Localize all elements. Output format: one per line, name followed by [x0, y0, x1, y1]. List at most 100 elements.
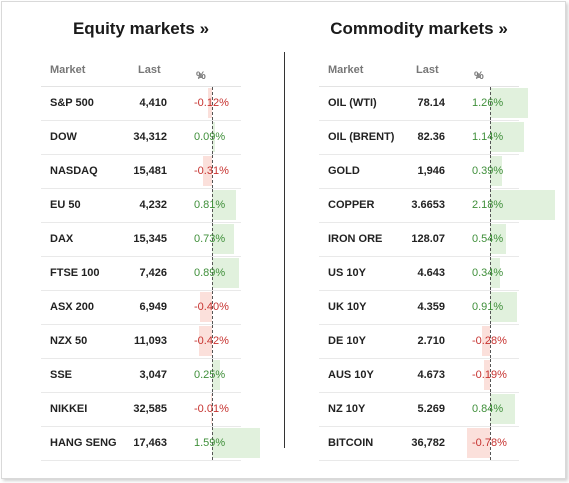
- market-column-header: Market: [328, 64, 364, 76]
- zero-line: [212, 257, 213, 290]
- last-price: 3,047: [139, 369, 167, 381]
- percent-change: 0.89%: [194, 267, 226, 279]
- percent-change: 0.54%: [472, 233, 504, 245]
- percent-change: -0.40%: [194, 301, 229, 313]
- last-price: 4.643: [417, 267, 445, 279]
- change-bar: [212, 258, 239, 288]
- table-row[interactable]: DOW 34,312 0.09%: [41, 121, 241, 155]
- zero-line: [490, 155, 491, 188]
- change-bar: [212, 122, 215, 152]
- table-row[interactable]: S&P 500 4,410 -0.12%: [41, 87, 241, 121]
- table-row[interactable]: US 10Y 4.643 0.34%: [319, 257, 519, 291]
- market-column-header: Market: [50, 64, 86, 76]
- percent-change: 0.81%: [194, 199, 226, 211]
- percent-change: 0.09%: [194, 131, 226, 143]
- pct-column-label: %: [474, 70, 484, 82]
- percent-change: 0.91%: [472, 301, 504, 313]
- market-name: FTSE 100: [50, 267, 100, 279]
- percent-change: 0.25%: [194, 369, 226, 381]
- last-price: 36,782: [411, 437, 445, 449]
- table-row[interactable]: NIKKEI 32,585 -0.01%: [41, 393, 241, 427]
- last-price: 15,345: [133, 233, 167, 245]
- table-row[interactable]: DAX 15,345 0.73%: [41, 223, 241, 257]
- table-row[interactable]: UK 10Y 4.359 0.91%: [319, 291, 519, 325]
- last-price: 6,949: [139, 301, 167, 313]
- market-name: BITCOIN: [328, 437, 374, 449]
- last-price: 5.269: [417, 403, 445, 415]
- zero-line: [490, 393, 491, 426]
- table-row[interactable]: COPPER 3.6653 2.18%: [319, 189, 556, 223]
- change-bar: [212, 428, 260, 458]
- percent-change: 1.14%: [472, 131, 504, 143]
- pct-column-label: %: [196, 70, 206, 82]
- change-bar: [466, 428, 490, 458]
- last-price: 78.14: [417, 97, 445, 109]
- last-price: 128.07: [411, 233, 445, 245]
- zero-line: [212, 87, 213, 120]
- percent-change: -0.28%: [472, 335, 507, 347]
- market-name: HANG SENG: [50, 437, 117, 449]
- table-row[interactable]: OIL (BRENT) 82.36 1.14%: [319, 121, 525, 155]
- market-name: OIL (BRENT): [328, 131, 395, 143]
- table-row[interactable]: HANG SENG 17,463 1.59%: [41, 427, 260, 461]
- market-name: IRON ORE: [328, 233, 383, 245]
- percent-change: 1.59%: [194, 437, 226, 449]
- table-row[interactable]: NZ 10Y 5.269 0.84%: [319, 393, 519, 427]
- change-bar: [212, 190, 237, 220]
- equity-markets-title-link[interactable]: Equity markets »: [72, 19, 210, 38]
- percent-change: -0.01%: [194, 403, 229, 415]
- percent-change: 0.39%: [472, 165, 504, 177]
- market-name: EU 50: [50, 199, 81, 211]
- table-row[interactable]: IRON ORE 128.07 0.54%: [319, 223, 519, 257]
- percent-change: 0.84%: [472, 403, 504, 415]
- last-price: 17,463: [133, 437, 167, 449]
- table-row[interactable]: FTSE 100 7,426 0.89%: [41, 257, 241, 291]
- change-bar: [202, 156, 212, 186]
- percent-change: -0.19%: [472, 369, 507, 381]
- zero-line: [212, 325, 213, 358]
- last-price: 15,481: [133, 165, 167, 177]
- table-row[interactable]: NASDAQ 15,481 -0.31%: [41, 155, 241, 189]
- change-bar: [208, 88, 212, 118]
- zero-line: [490, 257, 491, 290]
- table-row[interactable]: SSE 3,047 0.25%: [41, 359, 241, 393]
- change-bar: [490, 156, 502, 186]
- percent-change: 0.34%: [472, 267, 504, 279]
- table-row[interactable]: ASX 200 6,949 -0.40%: [41, 291, 241, 325]
- market-name: GOLD: [328, 165, 360, 177]
- table-row[interactable]: OIL (WTI) 78.14 1.26%: [319, 87, 528, 121]
- last-price: 7,426: [139, 267, 167, 279]
- zero-line: [212, 393, 213, 426]
- market-name: COPPER: [328, 199, 375, 211]
- market-name: S&P 500: [50, 97, 94, 109]
- market-name: NIKKEI: [50, 403, 88, 415]
- zero-line: [212, 223, 213, 256]
- last-price: 4,232: [139, 199, 167, 211]
- market-name: DAX: [50, 233, 74, 245]
- change-bar: [490, 190, 556, 220]
- zero-line: [490, 223, 491, 256]
- last-price: 4,410: [139, 97, 167, 109]
- table-row[interactable]: BITCOIN 36,782 -0.78%: [319, 427, 519, 461]
- last-price: 2.710: [417, 335, 445, 347]
- change-bar: [210, 394, 212, 424]
- percent-change: -0.78%: [472, 437, 507, 449]
- change-bar: [490, 88, 528, 118]
- table-row[interactable]: EU 50 4,232 0.81%: [41, 189, 241, 223]
- market-name: DE 10Y: [328, 335, 366, 347]
- percent-change: 0.73%: [194, 233, 226, 245]
- market-name: OIL (WTI): [328, 97, 377, 109]
- table-row[interactable]: AUS 10Y 4.673 -0.19%: [319, 359, 519, 393]
- market-name: ASX 200: [50, 301, 95, 313]
- table-row[interactable]: DE 10Y 2.710 -0.28%: [319, 325, 519, 359]
- last-price: 4.359: [417, 301, 445, 313]
- table-row[interactable]: NZX 50 11,093 -0.42%: [41, 325, 241, 359]
- last-price: 34,312: [133, 131, 167, 143]
- last-price: 4.673: [417, 369, 445, 381]
- zero-line: [490, 325, 491, 358]
- table-row[interactable]: GOLD 1,946 0.39%: [319, 155, 519, 189]
- change-bar: [490, 122, 525, 152]
- market-name: NASDAQ: [50, 165, 98, 177]
- last-price: 11,093: [133, 335, 167, 347]
- commodity-markets-title-link[interactable]: Commodity markets »: [330, 19, 508, 38]
